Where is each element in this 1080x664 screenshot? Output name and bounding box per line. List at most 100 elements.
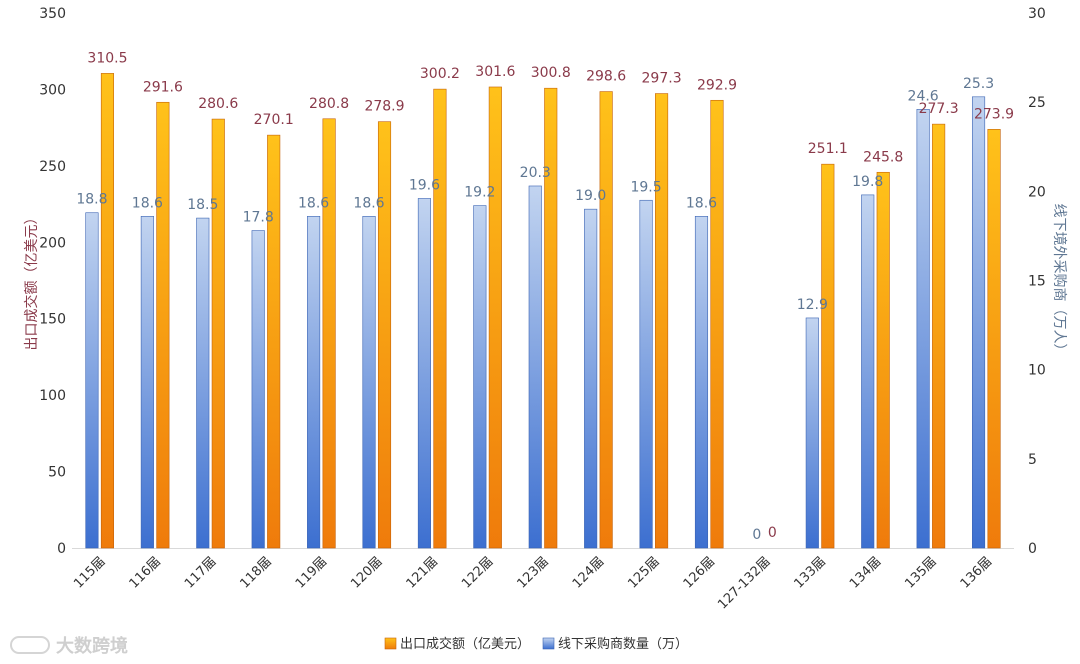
y-right-tick-label: 0: [1028, 541, 1037, 557]
x-tick-label: 116届: [127, 554, 164, 591]
data-label-export: 280.6: [198, 96, 238, 112]
bar-buyers: [584, 208, 598, 549]
x-tick-label: 115届: [71, 554, 108, 591]
bar-buyers: [251, 230, 265, 549]
y-left-tick-label: 300: [39, 82, 66, 98]
bar-buyers: [528, 185, 542, 549]
bar-export: [987, 129, 1001, 549]
bar-export: [267, 134, 281, 549]
data-label-export: 273.9: [974, 106, 1014, 122]
data-label-buyers: 24.6: [908, 88, 939, 104]
y-right-tick-label: 20: [1028, 184, 1046, 200]
x-tick-label: 136届: [958, 554, 995, 591]
watermark: 大数跨境: [10, 632, 128, 658]
x-tick-label: 133届: [792, 554, 829, 591]
x-tick-label: 134届: [847, 554, 884, 591]
data-label-buyers: 19.0: [575, 188, 606, 204]
y-right-tick-label: 10: [1028, 363, 1046, 379]
data-label-buyers: 19.6: [409, 177, 440, 193]
data-label-export: 277.3: [919, 101, 959, 117]
bar-export: [932, 123, 946, 549]
data-label-buyers: 18.8: [76, 192, 107, 208]
y-right-tick-label: 5: [1028, 452, 1037, 468]
x-tick-label: 119届: [293, 554, 330, 591]
bar-export: [377, 121, 392, 549]
y-right-tick-label: 30: [1028, 6, 1046, 22]
data-label-export: 280.8: [309, 96, 349, 112]
bar-export: [211, 118, 225, 549]
legend-swatch-export: [384, 637, 397, 650]
data-label-export: 278.9: [364, 99, 404, 115]
x-tick-label: 122届: [459, 554, 496, 591]
bar-export: [156, 101, 170, 549]
y-left-tick-label: 150: [39, 312, 66, 328]
y-left-axis-title: 出口成交额（亿美元）: [23, 211, 40, 351]
legend-swatch-buyers: [542, 637, 555, 650]
bar-buyers: [916, 109, 930, 549]
legend-label-export: 出口成交额（亿美元）: [400, 636, 530, 652]
data-label-export: 301.6: [475, 64, 515, 80]
data-label-export: 300.8: [531, 65, 571, 81]
data-label-export: 251.1: [808, 141, 848, 157]
data-label-buyers: 0: [752, 527, 761, 543]
data-label-buyers: 18.6: [686, 195, 717, 211]
y-right-tick-label: 15: [1028, 274, 1046, 290]
bar-buyers: [639, 199, 653, 549]
y-left-tick-label: 200: [39, 235, 66, 251]
bar-buyers: [694, 216, 709, 549]
data-label-export: 291.6: [143, 79, 183, 95]
y-right-axis-title: 线下境外采购商（万人）: [1051, 204, 1067, 358]
bar-buyers: [805, 317, 819, 549]
y-right-tick-label: 25: [1028, 95, 1046, 111]
x-tick-label: 124届: [570, 554, 607, 591]
data-label-export: 297.3: [642, 71, 682, 87]
bar-export: [710, 99, 724, 549]
data-label-export: 270.1: [254, 112, 294, 128]
x-tick-label: 125届: [625, 554, 662, 591]
bar-buyers: [417, 198, 431, 549]
bar-export: [544, 87, 558, 549]
bar-buyers: [362, 216, 376, 549]
data-label-buyers: 19.8: [852, 174, 883, 190]
y-left-tick-label: 250: [39, 159, 66, 175]
x-tick-label: 120届: [348, 554, 385, 591]
bar-buyers: [861, 194, 875, 549]
data-label-export: 300.2: [420, 66, 460, 82]
data-label-export: 310.5: [87, 50, 127, 66]
data-label-buyers: 25.3: [963, 76, 994, 92]
bar-buyers: [140, 216, 154, 549]
data-label-buyers: 18.6: [353, 195, 384, 211]
bar-buyers: [307, 216, 321, 549]
bar-export: [433, 88, 447, 549]
bar-buyers: [85, 212, 99, 549]
y-left-tick-label: 100: [39, 388, 66, 404]
data-label-buyers: 19.2: [464, 185, 495, 201]
bar-buyers: [196, 217, 210, 549]
bar-export: [100, 73, 115, 549]
logo-icon: [10, 636, 50, 654]
data-label-buyers: 18.6: [132, 195, 163, 211]
x-tick-label: 117届: [182, 554, 219, 591]
data-label-buyers: 20.3: [520, 165, 551, 181]
x-tick-label: 121届: [404, 554, 441, 591]
x-tick-label: 135届: [902, 554, 939, 591]
data-label-export: 292.9: [697, 77, 737, 93]
x-tick-label: 118届: [237, 554, 274, 591]
bar-export: [322, 118, 336, 549]
bar-export: [488, 86, 502, 549]
data-label-export: 298.6: [586, 69, 626, 85]
x-tick-label: 123届: [514, 554, 551, 591]
y-left-tick-label: 0: [57, 541, 66, 557]
y-left-tick-label: 50: [48, 465, 66, 481]
data-label-export: 0: [768, 525, 777, 541]
legend-label-buyers: 线下采购商数量（万）: [558, 636, 688, 652]
data-label-buyers: 18.6: [298, 195, 329, 211]
data-label-buyers: 12.9: [797, 297, 828, 313]
bar-export: [599, 91, 613, 549]
y-left-tick-label: 350: [39, 6, 66, 22]
x-tick-label: 127-132届: [715, 554, 773, 612]
data-label-buyers: 18.5: [187, 197, 218, 213]
bar-export: [821, 163, 835, 549]
watermark-text: 大数跨境: [56, 636, 128, 657]
